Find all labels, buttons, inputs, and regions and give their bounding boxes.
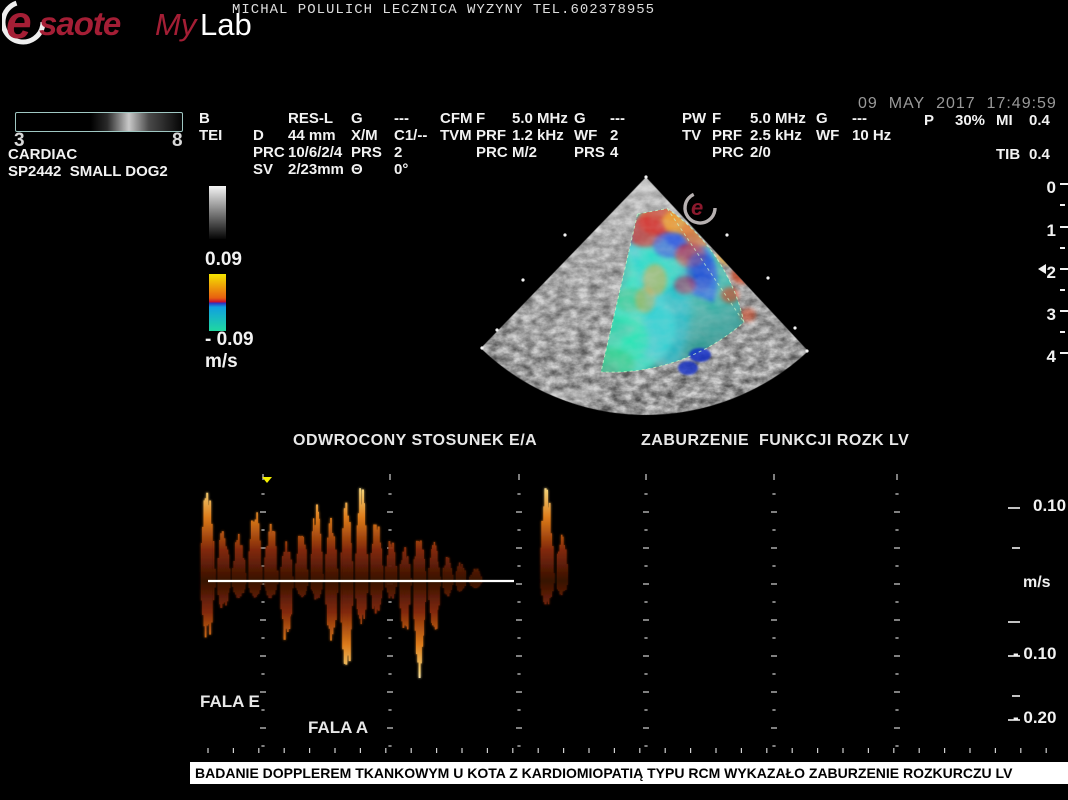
svg-text:e: e [691,195,703,220]
svg-text:saote: saote [39,5,121,42]
svg-text:e: e [6,0,31,46]
svg-text:My: My [155,7,199,42]
